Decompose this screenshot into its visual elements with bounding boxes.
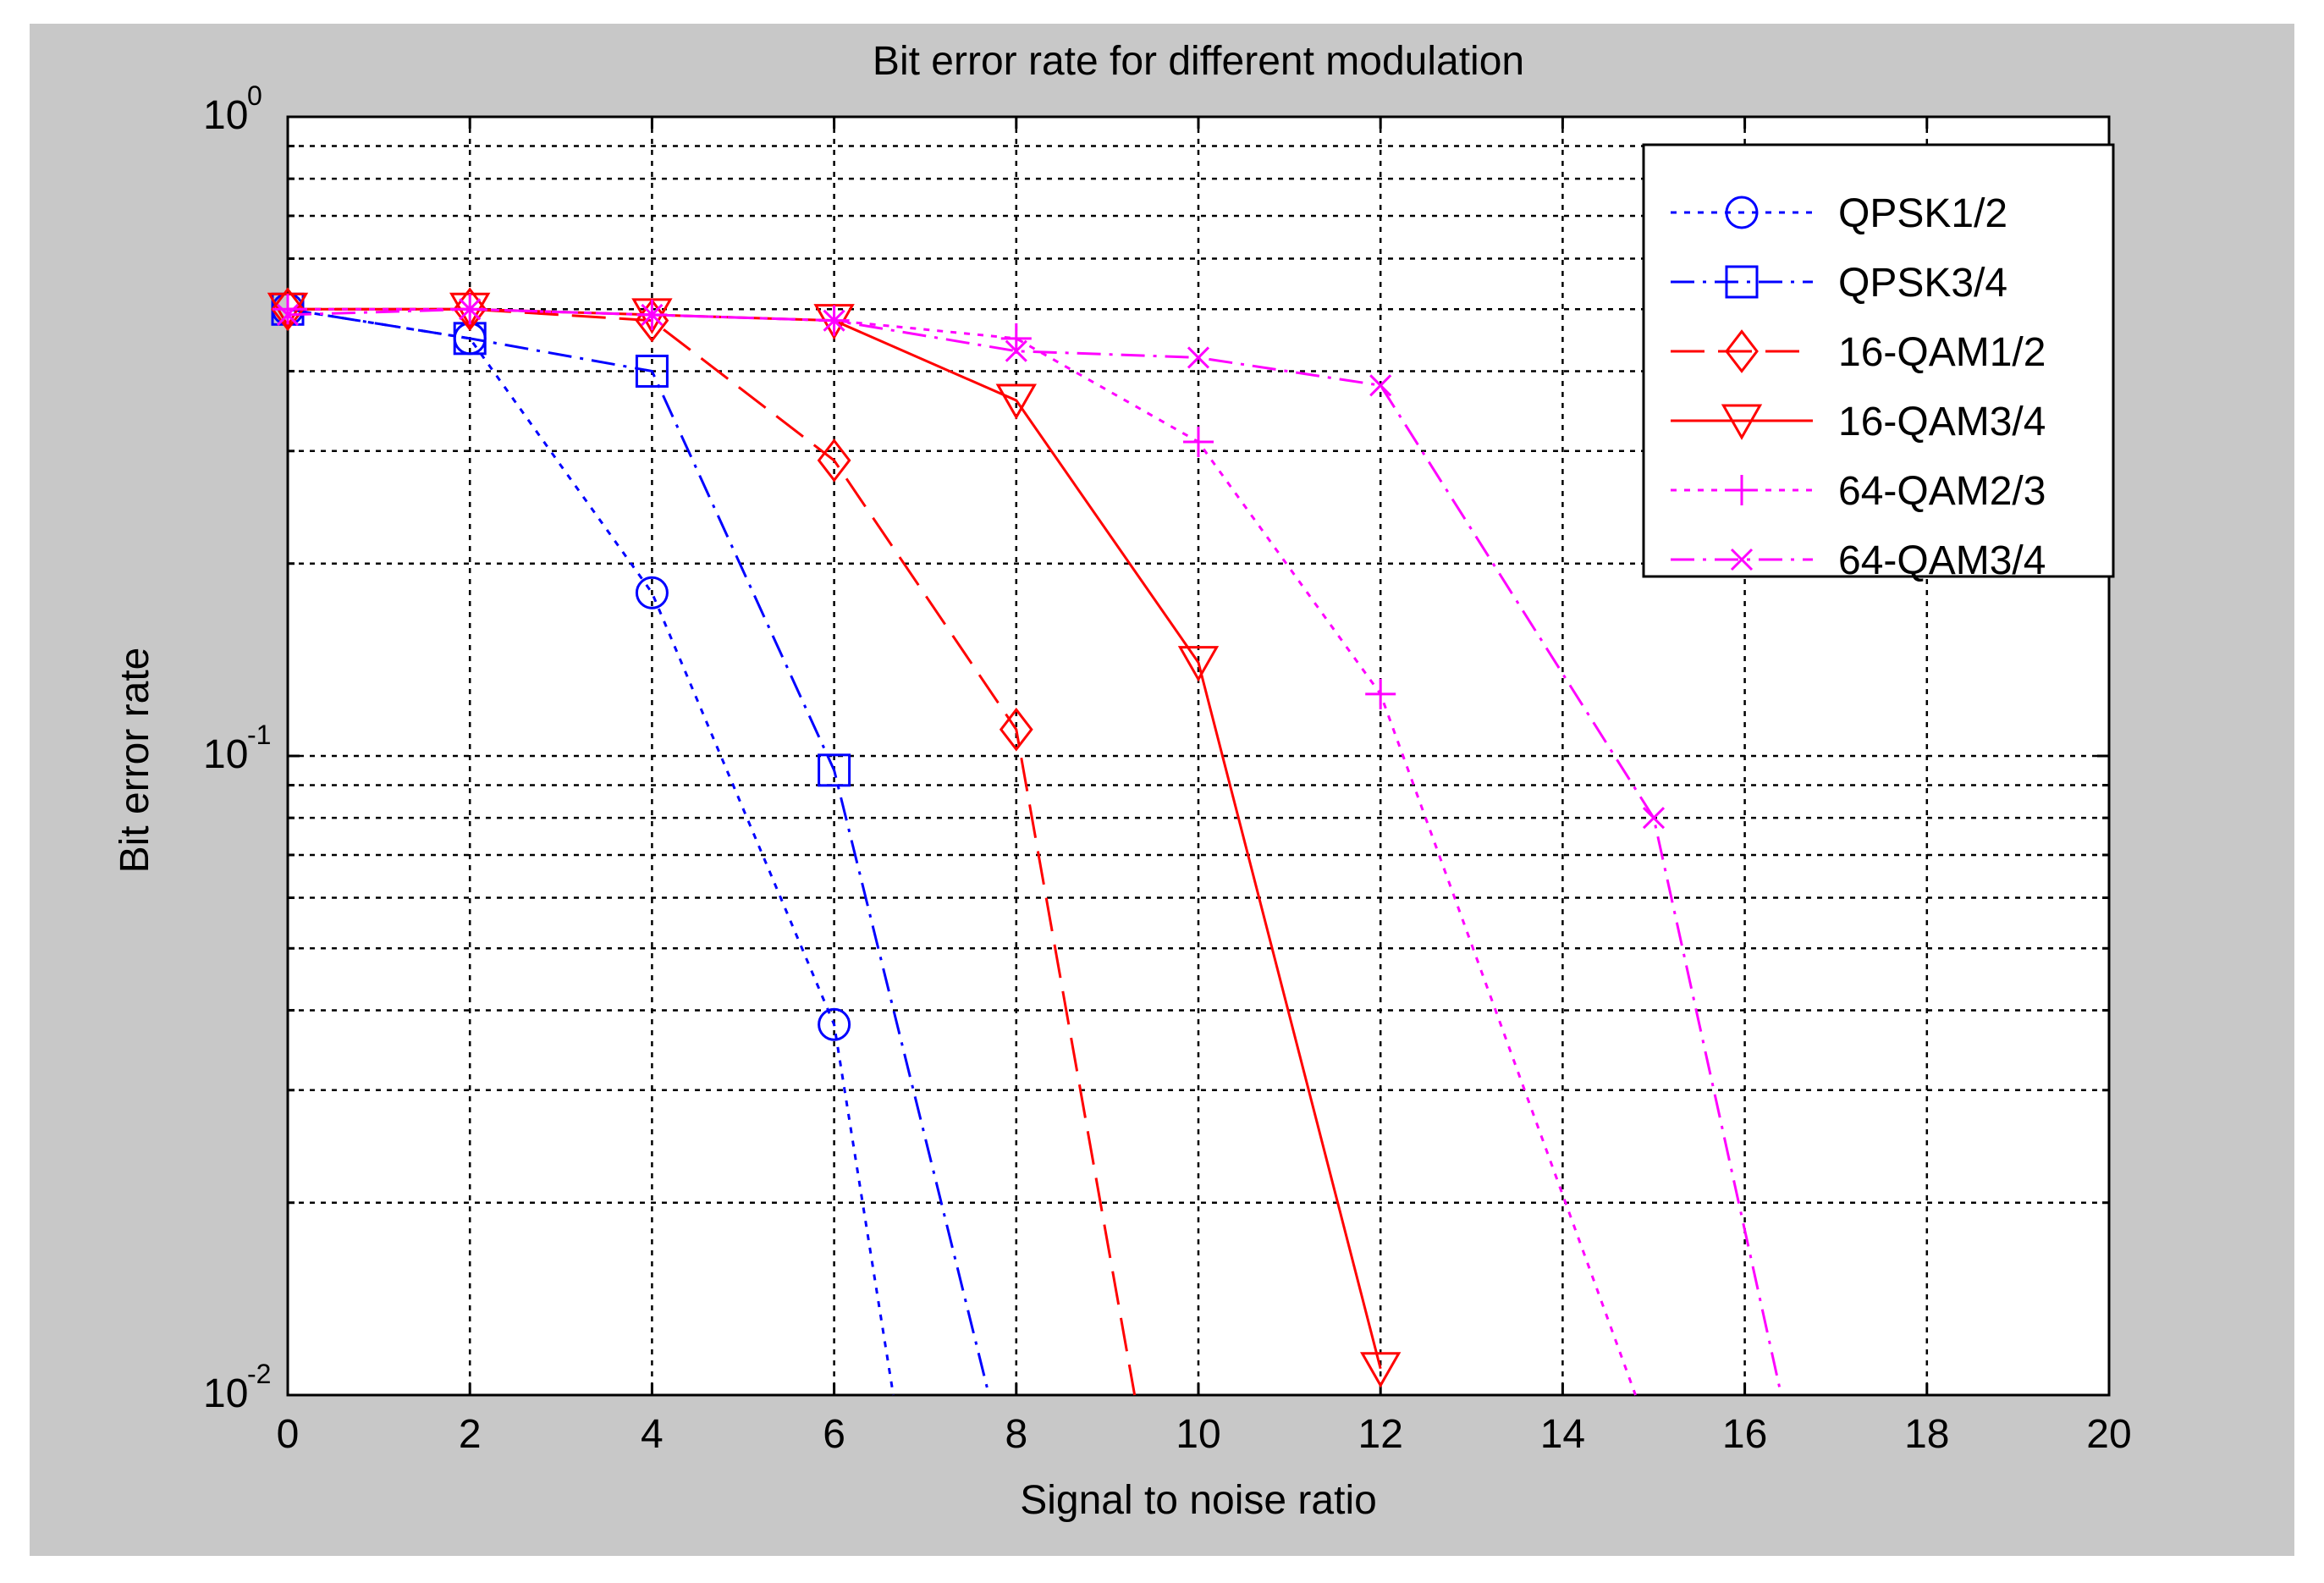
figure-window: Bit error rate for different modulation … <box>30 24 2294 1556</box>
legend-item: 16-QAM1/2 <box>1671 329 2046 375</box>
legend: QPSK1/2 QPSK3/4 16-QAM1/2 16-QAM3/4 64-QAM2/… <box>1642 143 2115 583</box>
data-point <box>459 298 482 321</box>
x-tick-label: 16 <box>1722 1412 1767 1457</box>
data-point <box>635 576 669 609</box>
data-point <box>995 383 1037 420</box>
data-point <box>1177 646 1220 682</box>
x-tick-label: 6 <box>823 1412 845 1457</box>
legend-marker <box>1726 475 1757 505</box>
data-point <box>276 303 300 326</box>
legend-item: 16-QAM3/4 <box>1671 400 2046 444</box>
x-tick-label: 14 <box>1540 1412 1585 1457</box>
legend-label: 64-QAM2/3 <box>1838 469 2046 514</box>
series-line <box>288 307 1637 1396</box>
legend-label: 16-QAM1/2 <box>1838 330 2046 375</box>
series-line <box>287 307 1783 1396</box>
legend-item: QPSK3/4 <box>1671 261 2007 306</box>
legend-marker <box>1730 548 1754 571</box>
legend-item: QPSK1/2 <box>1671 191 2007 236</box>
data-point <box>823 309 845 332</box>
x-axis-label: Signal to noise ratio <box>1020 1478 1377 1523</box>
x-tick-label: 0 <box>277 1412 300 1457</box>
data-point <box>635 354 669 388</box>
legend-box <box>1642 143 2115 578</box>
data-point <box>1187 346 1210 369</box>
series-64-qam3-4 <box>276 298 1783 1396</box>
data-point <box>271 287 305 332</box>
data-point <box>1369 374 1392 397</box>
y-tick-label-exponent: 0 <box>247 80 262 111</box>
x-tick-label: 2 <box>459 1412 482 1457</box>
x-tick-label: 10 <box>1176 1412 1220 1457</box>
legend-label: 16-QAM3/4 <box>1838 400 2046 444</box>
x-tick-label: 20 <box>2086 1412 2131 1457</box>
y-axis-label: Bit error rate <box>113 648 157 874</box>
legend-label: 64-QAM3/4 <box>1838 538 2046 583</box>
x-tick-label: 18 <box>1904 1412 1949 1457</box>
data-point <box>817 438 851 483</box>
data-point <box>1642 807 1666 830</box>
x-tick-label: 8 <box>1005 1412 1027 1457</box>
ber-chart: Bit error rate for different modulation … <box>113 39 2132 1523</box>
y-tick-label-exponent: -1 <box>247 720 271 750</box>
legend-item: 64-QAM2/3 <box>1671 469 2046 514</box>
legend-marker <box>1721 404 1763 440</box>
data-point <box>818 1007 851 1041</box>
data-point <box>999 707 1033 752</box>
data-point <box>1183 427 1214 458</box>
y-tick-label-exponent: -2 <box>247 1359 271 1389</box>
y-tick-label: 10 <box>203 1371 248 1416</box>
series-line <box>287 307 990 1396</box>
legend-item: 64-QAM3/4 <box>1671 538 2046 583</box>
legend-marker <box>1725 196 1759 229</box>
legend-label: QPSK3/4 <box>1838 261 2007 306</box>
data-point <box>453 287 487 332</box>
legend-label: QPSK1/2 <box>1838 191 2007 236</box>
y-tick-label: 10 <box>203 732 248 777</box>
data-point <box>818 753 851 787</box>
data-point <box>1000 323 1032 354</box>
data-point <box>1005 339 1027 362</box>
x-tick-label: 12 <box>1358 1412 1403 1457</box>
legend-marker <box>1725 265 1759 299</box>
data-point <box>641 303 664 326</box>
chart-title: Bit error rate for different modulation <box>873 39 1524 84</box>
legend-marker <box>1725 329 1759 373</box>
data-point <box>1360 1352 1402 1388</box>
y-tick-label: 10 <box>203 93 248 138</box>
x-tick-label: 4 <box>641 1412 664 1457</box>
data-point <box>273 294 303 325</box>
data-point <box>1365 678 1396 709</box>
